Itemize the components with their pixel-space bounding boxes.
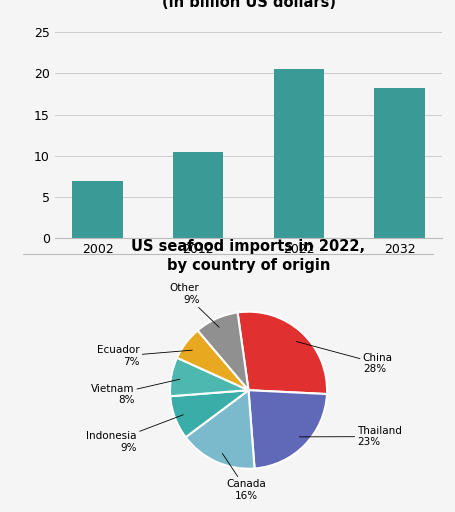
Bar bbox=[172, 152, 223, 239]
Text: Indonesia
9%: Indonesia 9% bbox=[86, 415, 183, 453]
Wedge shape bbox=[237, 312, 326, 394]
Text: Thailand
23%: Thailand 23% bbox=[298, 426, 401, 447]
Text: Ecuador
7%: Ecuador 7% bbox=[97, 346, 192, 367]
Wedge shape bbox=[170, 358, 248, 396]
Wedge shape bbox=[170, 390, 248, 437]
Wedge shape bbox=[185, 390, 254, 469]
Text: Canada
16%: Canada 16% bbox=[222, 454, 266, 501]
Bar bbox=[374, 88, 424, 239]
Bar bbox=[72, 181, 122, 239]
Wedge shape bbox=[197, 312, 248, 390]
Text: Other
9%: Other 9% bbox=[169, 283, 218, 327]
Bar bbox=[273, 69, 324, 239]
Text: Vietnam
8%: Vietnam 8% bbox=[91, 379, 180, 406]
Text: China
28%: China 28% bbox=[296, 342, 392, 374]
Wedge shape bbox=[248, 390, 326, 468]
Title: US seafood imports in 2022,
by country of origin: US seafood imports in 2022, by country o… bbox=[131, 239, 365, 273]
Title: US seafood imports
(in billion US dollars): US seafood imports (in billion US dollar… bbox=[161, 0, 335, 10]
Wedge shape bbox=[177, 330, 248, 390]
